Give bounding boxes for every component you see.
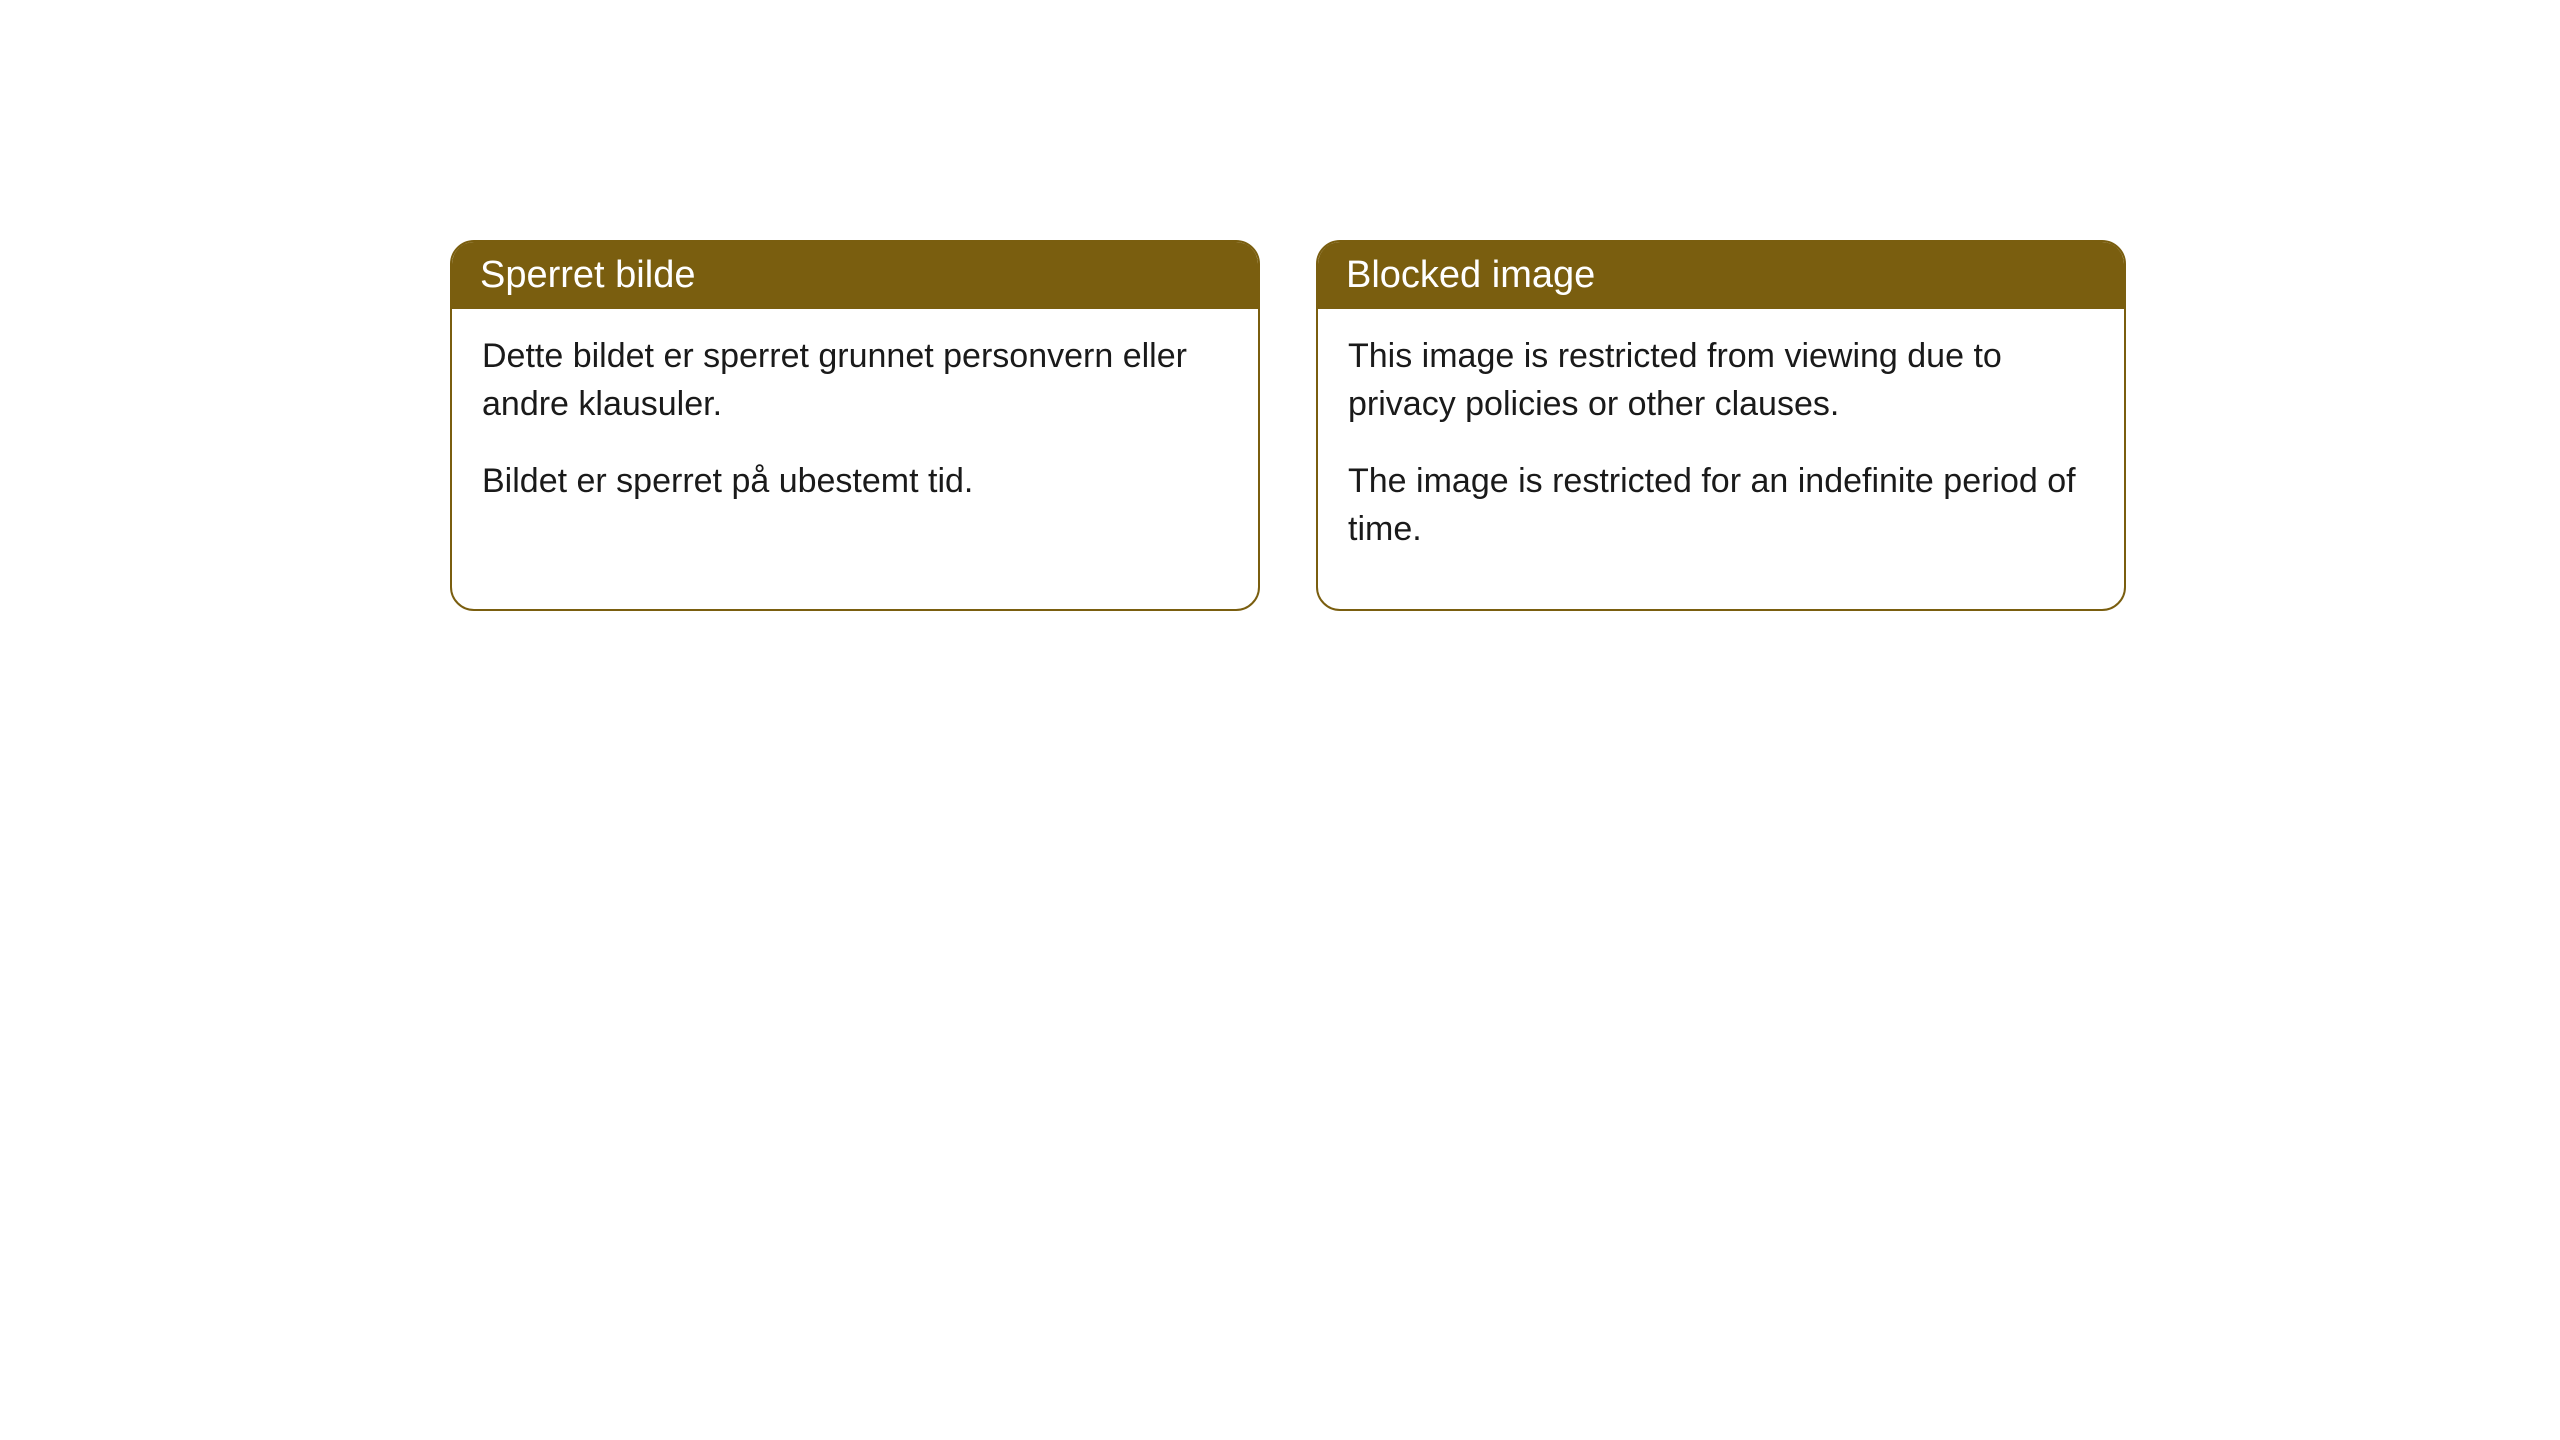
blocked-image-card-english: Blocked image This image is restricted f… [1316,240,2126,611]
card-body-norwegian: Dette bildet er sperret grunnet personve… [452,309,1258,562]
card-paragraph-2: Bildet er sperret på ubestemt tid. [482,458,1228,506]
card-paragraph-1: Dette bildet er sperret grunnet personve… [482,333,1228,428]
card-title: Sperret bilde [480,254,695,296]
card-title: Blocked image [1346,254,1595,296]
card-header-english: Blocked image [1318,242,2124,309]
card-header-norwegian: Sperret bilde [452,242,1258,309]
notice-cards-container: Sperret bilde Dette bildet er sperret gr… [450,240,2126,611]
card-paragraph-2: The image is restricted for an indefinit… [1348,458,2094,553]
card-paragraph-1: This image is restricted from viewing du… [1348,333,2094,428]
card-body-english: This image is restricted from viewing du… [1318,309,2124,609]
blocked-image-card-norwegian: Sperret bilde Dette bildet er sperret gr… [450,240,1260,611]
